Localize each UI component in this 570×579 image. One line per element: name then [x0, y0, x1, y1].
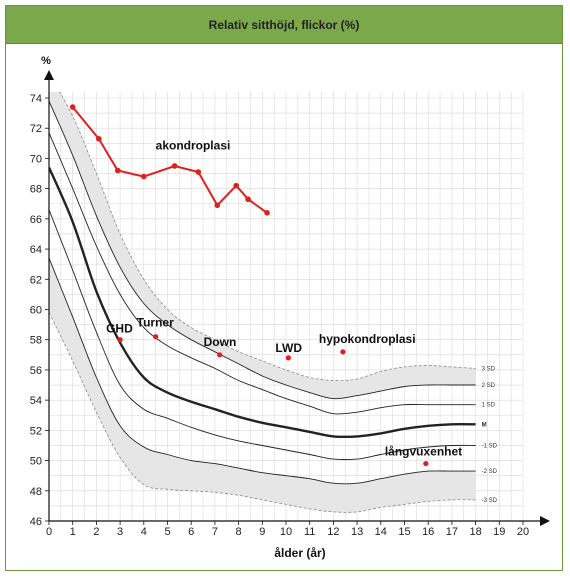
x-tick-label: 9 [259, 526, 265, 538]
band-lower [49, 258, 476, 513]
condition-point-hypokondroplasi [340, 349, 346, 355]
series-point [95, 135, 102, 142]
y-tick-label: 72 [30, 123, 42, 135]
y-tick-label: 62 [30, 274, 42, 286]
condition-point-långvuxenhet [423, 460, 429, 467]
condition-label-down: Down [204, 335, 237, 349]
x-tick-label: 3 [117, 526, 123, 538]
x-tick-label: 2 [93, 526, 99, 538]
curve-label-2sd: 2 SD [482, 383, 496, 389]
condition-label-långvuxenhet: långvuxenhet [385, 445, 462, 459]
curve-2sd [49, 100, 476, 400]
series-point [114, 167, 121, 174]
condition-point-turner [153, 334, 159, 340]
x-tick-label: 15 [398, 526, 410, 538]
curve-label-minus1sd: -1 SD [482, 443, 498, 449]
x-tick-label: 16 [422, 526, 434, 538]
x-tick-label: 17 [446, 526, 458, 538]
x-tick-label: 14 [375, 526, 387, 538]
y-tick-label: 52 [30, 425, 42, 437]
x-tick-label: 6 [188, 526, 194, 538]
x-tick-label: 13 [351, 526, 363, 538]
x-axis-arrow [540, 516, 550, 526]
curve-minus1sd [49, 209, 476, 461]
curve-label-m: M [482, 422, 487, 428]
x-tick-label: 20 [517, 526, 529, 538]
y-tick-label: 64 [30, 244, 42, 256]
series-point [141, 173, 147, 180]
curve-minus2sd [49, 257, 476, 485]
series-point [195, 169, 202, 175]
curve-label-1sd: 1 SD [482, 403, 496, 409]
y-axis-title: % [41, 55, 51, 67]
y-tick-label: 74 [30, 93, 42, 105]
series-point [245, 196, 251, 203]
chart-title: Relativ sitthöjd, flickor (%) [208, 17, 360, 32]
y-tick-label: 54 [30, 395, 42, 407]
chart-title-bar: Relativ sitthöjd, flickor (%) [6, 6, 562, 44]
condition-point-lwd [285, 355, 291, 361]
series-label-akondroplasi: akondroplasi [156, 138, 231, 152]
series-point [264, 210, 270, 216]
condition-point-ghd [117, 337, 123, 343]
series-point [214, 202, 221, 209]
y-tick-label: 50 [30, 456, 42, 468]
condition-label-turner: Turner [137, 316, 174, 330]
x-tick-label: 8 [236, 526, 242, 538]
curve-1sd [49, 132, 476, 415]
series-point [171, 163, 178, 169]
condition-label-hypokondroplasi: hypokondroplasi [319, 332, 416, 346]
curve-label-3sd: 3 SD [482, 366, 496, 372]
y-tick-label: 60 [30, 305, 42, 317]
x-tick-label: 7 [212, 526, 218, 538]
x-tick-label: 1 [70, 526, 76, 538]
y-axis-arrow [44, 70, 54, 80]
x-tick-label: 0 [46, 526, 52, 538]
x-tick-label: 18 [469, 526, 481, 538]
curve-label-minus2sd: -2 SD [482, 469, 498, 475]
series-point [69, 104, 76, 110]
x-tick-label: 5 [164, 526, 170, 538]
x-tick-label: 12 [327, 526, 339, 538]
y-tick-label: 66 [30, 214, 42, 226]
curve-minus3sd [49, 312, 476, 513]
x-tick-label: 10 [280, 526, 292, 538]
y-tick-label: 70 [30, 153, 42, 165]
x-tick-label: 11 [304, 526, 315, 538]
curve-m [49, 167, 476, 439]
x-axis-title: ålder (år) [274, 546, 325, 560]
curve-label-minus3sd: -3 SD [482, 498, 498, 504]
y-tick-label: 46 [30, 516, 42, 528]
band-upper [49, 92, 476, 399]
y-tick-label: 68 [30, 184, 42, 196]
curve-3sd [59, 92, 476, 382]
x-tick-label: 19 [493, 526, 505, 538]
series-point [233, 182, 240, 189]
x-tick-label: 4 [141, 526, 147, 538]
condition-label-ghd: GHD [106, 322, 133, 336]
condition-point-down [217, 352, 223, 358]
y-tick-label: 48 [30, 486, 42, 498]
condition-label-lwd: LWD [275, 341, 302, 355]
y-tick-label: 58 [30, 335, 42, 347]
series-line-akondroplasi [71, 106, 268, 214]
y-tick-label: 56 [30, 365, 42, 377]
